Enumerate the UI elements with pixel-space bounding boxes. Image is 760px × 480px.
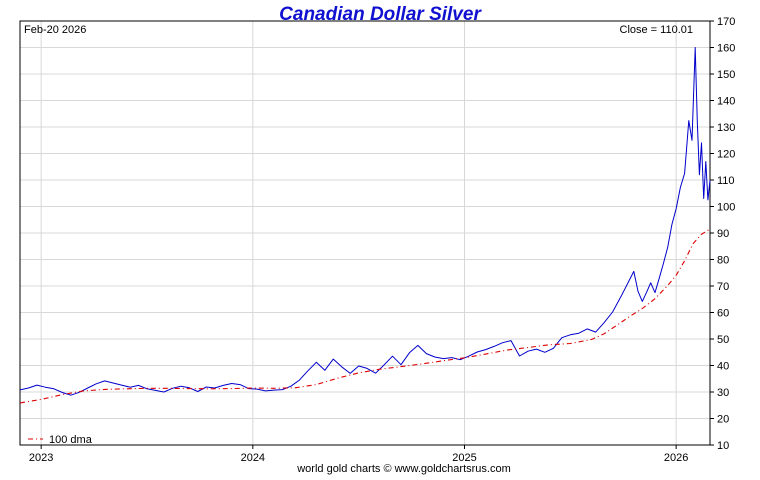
y-tick-label: 170 [717, 16, 735, 28]
price-series-line [19, 47, 711, 396]
date-label: Feb-20 2026 [24, 24, 86, 36]
y-tick-label: 10 [717, 440, 729, 452]
y-tick-label: 100 [717, 202, 735, 214]
x-tick-label: 2025 [452, 452, 476, 464]
y-tick-label: 120 [717, 149, 735, 161]
y-tick-label: 150 [717, 69, 735, 81]
y-tick-label: 130 [717, 122, 735, 134]
y-tick-label: 20 [717, 414, 729, 426]
y-tick-label: 160 [717, 43, 735, 55]
grid-layer [20, 21, 710, 445]
x-tick-label: 2024 [241, 452, 265, 464]
x-tick-label: 2023 [29, 452, 53, 464]
footer-credit: world gold charts © www.goldchartsrus.co… [296, 463, 511, 475]
y-tick-label: 80 [717, 255, 729, 267]
x-tick-label: 2026 [664, 452, 688, 464]
chart-title: Canadian Dollar Silver [279, 4, 482, 25]
legend-dma-label: 100 dma [49, 434, 93, 446]
y-tick-label: 50 [717, 334, 729, 346]
y-tick-label: 90 [717, 228, 729, 240]
y-tick-label: 110 [717, 175, 735, 187]
y-tick-label: 140 [717, 96, 735, 108]
series-layer [19, 47, 711, 404]
close-label: Close = 110.01 [620, 24, 694, 36]
y-tick-label: 30 [717, 387, 729, 399]
y-tick-label: 70 [717, 281, 729, 293]
tick-layer: 10 20 30 40 50 60 70 80 90 100 110 120 130 140 150 160 1… [29, 16, 735, 464]
y-tick-label: 40 [717, 361, 729, 373]
y-tick-label: 60 [717, 308, 729, 320]
dma-series-line [19, 228, 711, 404]
